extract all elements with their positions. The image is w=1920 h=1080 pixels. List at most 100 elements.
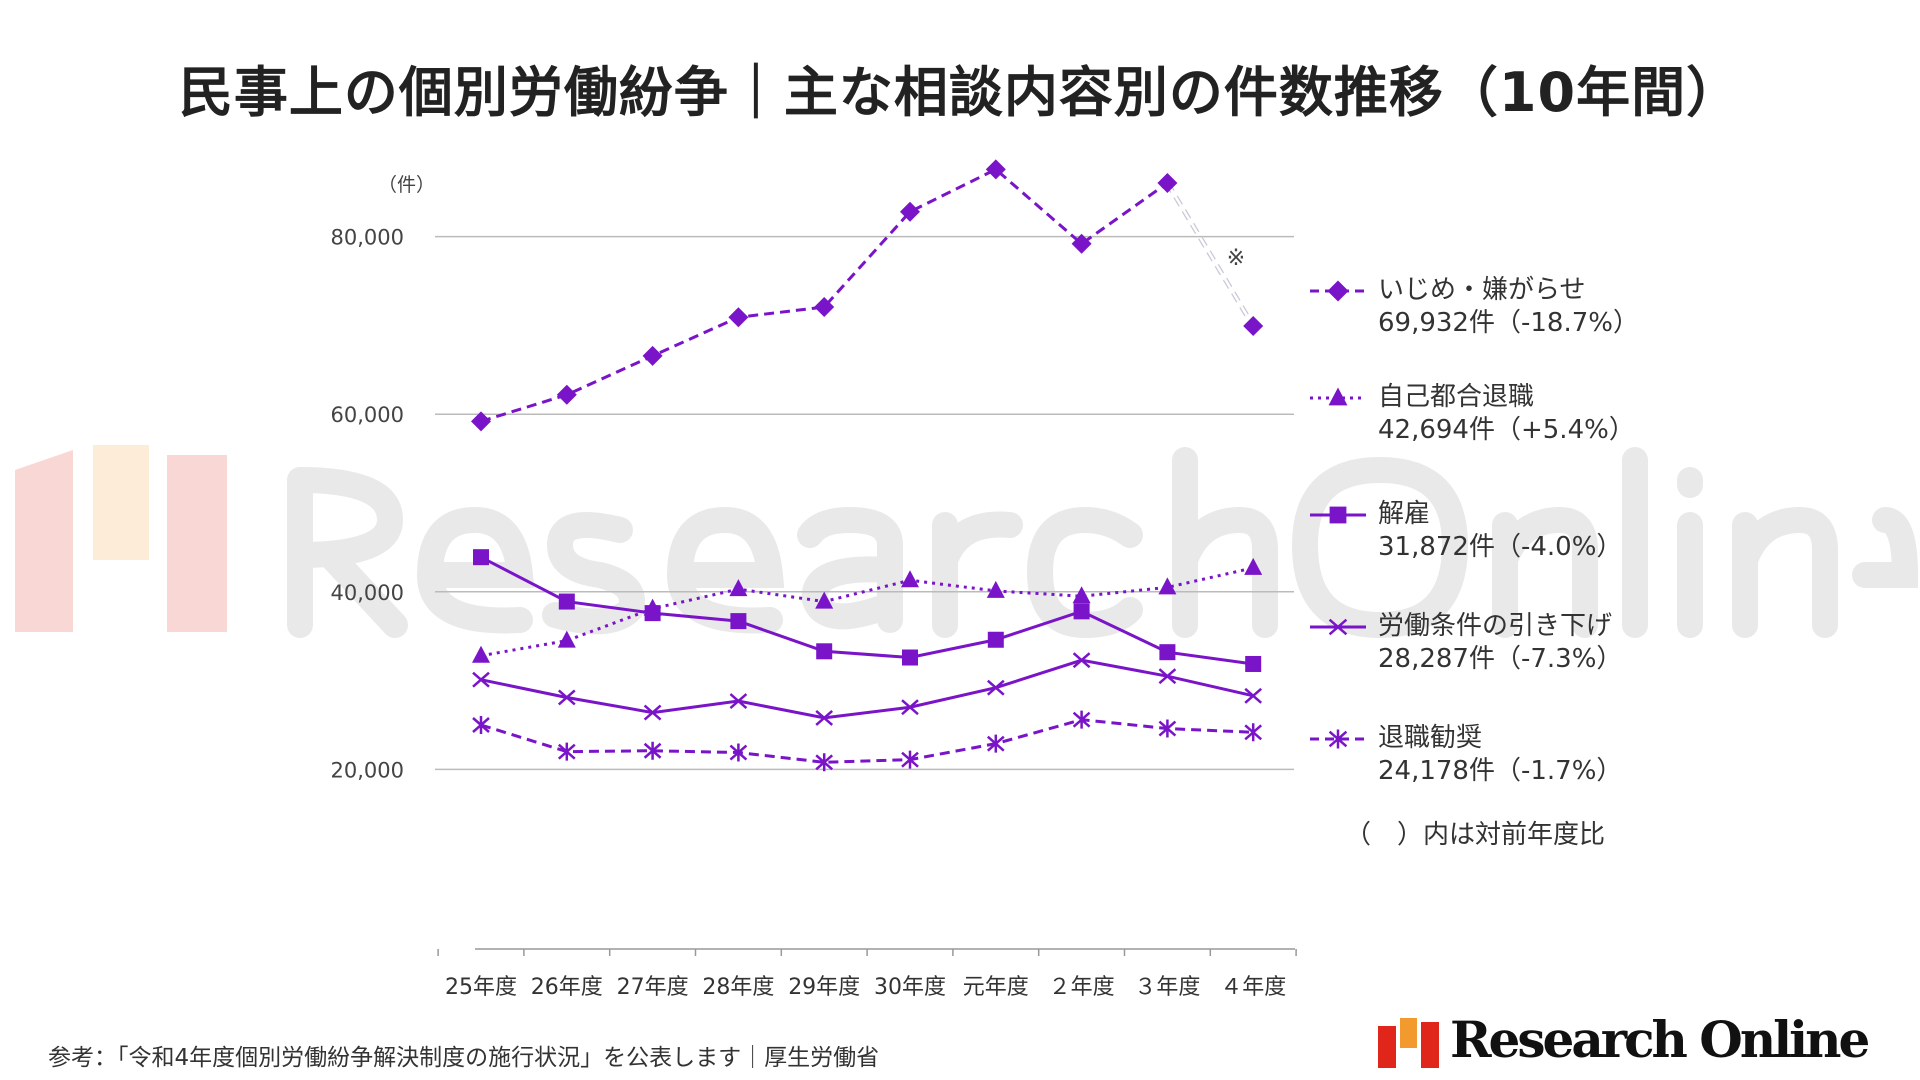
y-tick-label: 60,000 (331, 403, 404, 427)
data-point (986, 734, 1005, 753)
legend-swatch-icon (1310, 618, 1366, 636)
y-tick-label: 80,000 (331, 226, 404, 250)
data-point (473, 549, 489, 566)
data-point (728, 307, 749, 328)
data-point (471, 411, 491, 432)
legend-series-name: 労働条件の引き下げ (1378, 611, 1613, 641)
data-point (1071, 233, 1092, 254)
x-tick-label: 27年度 (617, 975, 689, 1000)
legend-marker (1328, 618, 1348, 636)
data-point (472, 671, 490, 688)
y-tick-label: 20,000 (331, 758, 404, 782)
data-point (643, 704, 662, 721)
data-point (730, 613, 747, 630)
brand-name: Research Online (1450, 1010, 1870, 1069)
data-point (729, 743, 748, 762)
data-point (985, 159, 1006, 180)
data-point (987, 631, 1004, 648)
series-line (480, 167, 1169, 423)
data-point (1072, 652, 1091, 669)
legend-series-name: 解雇 (1378, 499, 1431, 529)
brand-logo-icon (1378, 1018, 1439, 1068)
data-point (986, 580, 1005, 598)
data-point (901, 699, 919, 716)
data-point (472, 645, 490, 663)
x-tick-label: ２年度 (1049, 975, 1115, 1000)
data-point (1157, 173, 1178, 194)
series-line (480, 555, 1254, 666)
data-point (472, 716, 490, 734)
y-axis-unit-label: （件） (378, 174, 435, 196)
x-tick-label: 30年度 (874, 975, 946, 1000)
legend-marker (1328, 387, 1348, 406)
data-point (643, 741, 662, 760)
series-line-break (1166, 182, 1255, 327)
series-4 (472, 652, 1263, 726)
data-point (557, 689, 576, 706)
legend-series-summary: 31,872件（-4.0%） (1378, 532, 1623, 562)
data-point (814, 297, 835, 318)
legend-series-name: 自己都合退職 (1378, 382, 1535, 412)
series-1 (471, 159, 1264, 432)
legend-swatch-icon (1310, 506, 1366, 524)
legend-swatch-icon (1310, 729, 1366, 749)
data-point (1158, 668, 1177, 685)
data-point (1159, 644, 1176, 661)
data-point (1072, 586, 1091, 604)
legend-note: （ ）内は対前年度比 (1345, 820, 1606, 850)
legend-series-name: 退職勧奨 (1378, 723, 1483, 753)
legend-marker (1328, 729, 1348, 749)
data-point (729, 693, 748, 709)
legend-series-name: いじめ・嫌がらせ (1378, 275, 1586, 305)
legend-swatch-icon (1310, 280, 1366, 302)
legend-series-summary: 28,287件（-7.3%） (1378, 644, 1623, 674)
page-title: 民事上の個別労働紛争｜主な相談内容別の件数推移（10年間） (178, 61, 1742, 124)
x-tick-label: ３年度 (1134, 975, 1200, 1000)
data-point (1245, 655, 1262, 672)
series-2 (472, 557, 1263, 663)
data-point (901, 570, 919, 588)
data-point (1244, 557, 1263, 575)
data-point (815, 753, 834, 772)
legend-marker (1329, 506, 1347, 524)
data-point (556, 384, 577, 405)
data-point (557, 742, 576, 761)
legend-swatch-icon (1310, 387, 1366, 406)
annotation-mark: ※ (1227, 246, 1245, 271)
series-line (480, 658, 1254, 720)
data-point (815, 591, 834, 609)
data-point (1073, 603, 1090, 620)
data-point (815, 709, 834, 726)
x-tick-label: 26年度 (531, 975, 603, 1000)
data-point (1158, 719, 1177, 738)
data-point (1072, 710, 1091, 729)
series-line (480, 718, 1254, 764)
data-point (1158, 577, 1177, 595)
source-citation: 参考：「令和4年度個別労働紛争解決制度の施行状況」を公表します｜厚生労働省 (48, 1045, 880, 1071)
watermark-lettering-graphic (287, 447, 1919, 639)
x-tick-label: ４年度 (1220, 975, 1286, 1000)
x-tick-label: 元年度 (963, 975, 1029, 1000)
data-point (642, 345, 663, 366)
x-tick-label: 29年度 (788, 975, 860, 1000)
data-point (557, 630, 576, 648)
data-point (1244, 723, 1263, 742)
data-point (644, 605, 661, 622)
x-tick-label: 28年度 (702, 975, 774, 1000)
series-5 (472, 710, 1263, 772)
y-tick-label: 40,000 (331, 581, 404, 605)
data-point (986, 679, 1005, 696)
legend-series-summary: 24,178件（-1.7%） (1378, 756, 1623, 786)
data-point (900, 201, 920, 222)
data-point (558, 593, 575, 610)
data-point (1244, 687, 1263, 704)
series-line (480, 566, 1254, 658)
series-3 (473, 549, 1262, 672)
legend-marker (1327, 280, 1349, 302)
legend-series-summary: 42,694件（+5.4%） (1378, 415, 1635, 445)
data-point (901, 750, 919, 769)
data-point (1243, 316, 1264, 337)
x-tick-label: 25年度 (445, 975, 517, 1000)
legend-series-summary: 69,932件（-18.7%） (1378, 308, 1639, 338)
